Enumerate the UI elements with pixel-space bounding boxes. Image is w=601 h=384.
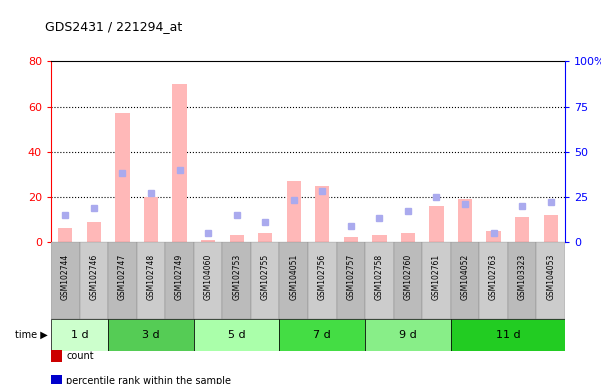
Bar <box>365 242 394 319</box>
Text: 11 d: 11 d <box>496 330 520 340</box>
Bar <box>401 233 415 242</box>
Bar <box>58 228 73 242</box>
Bar <box>508 242 536 319</box>
Bar <box>422 242 451 319</box>
Text: count: count <box>66 351 94 361</box>
Text: 7 d: 7 d <box>313 330 331 340</box>
Bar <box>87 222 101 242</box>
Text: GSM102758: GSM102758 <box>375 253 384 300</box>
Text: 5 d: 5 d <box>228 330 245 340</box>
Bar <box>279 242 308 319</box>
Bar <box>258 233 272 242</box>
Text: GSM102746: GSM102746 <box>90 253 99 300</box>
Bar <box>315 185 329 242</box>
Bar <box>51 242 79 319</box>
Bar <box>479 242 508 319</box>
Text: 1 d: 1 d <box>71 330 88 340</box>
Text: GSM104051: GSM104051 <box>289 253 298 300</box>
Bar <box>115 113 130 242</box>
Text: GSM102753: GSM102753 <box>232 253 241 300</box>
Text: 9 d: 9 d <box>399 330 417 340</box>
Bar <box>429 206 444 242</box>
Bar <box>108 319 194 351</box>
Bar <box>108 242 136 319</box>
Bar <box>308 242 337 319</box>
Bar <box>136 242 165 319</box>
Text: GSM102747: GSM102747 <box>118 253 127 300</box>
Bar <box>536 242 565 319</box>
Text: GSM104052: GSM104052 <box>460 253 469 300</box>
Text: GSM104060: GSM104060 <box>204 253 213 300</box>
Text: GSM102757: GSM102757 <box>346 253 355 300</box>
Bar <box>172 84 187 242</box>
Bar <box>458 199 472 242</box>
Bar <box>365 319 451 351</box>
Text: GSM102760: GSM102760 <box>403 253 412 300</box>
Bar <box>194 319 279 351</box>
Bar <box>230 235 244 242</box>
Text: time ▶: time ▶ <box>16 330 48 340</box>
Bar <box>344 237 358 242</box>
Bar <box>515 217 529 242</box>
Bar <box>194 242 222 319</box>
Text: percentile rank within the sample: percentile rank within the sample <box>66 376 231 384</box>
Bar <box>79 242 108 319</box>
Bar <box>451 242 479 319</box>
Text: GSM102748: GSM102748 <box>147 253 156 300</box>
Text: 3 d: 3 d <box>142 330 160 340</box>
Text: GSM102763: GSM102763 <box>489 253 498 300</box>
Text: GSM102761: GSM102761 <box>432 253 441 300</box>
Bar <box>222 242 251 319</box>
Text: GSM103323: GSM103323 <box>517 253 526 300</box>
Bar <box>543 215 558 242</box>
Bar <box>394 242 422 319</box>
Bar <box>287 181 301 242</box>
Text: GSM102756: GSM102756 <box>318 253 327 300</box>
Bar <box>144 197 158 242</box>
Bar <box>165 242 194 319</box>
Text: GSM102749: GSM102749 <box>175 253 184 300</box>
Bar <box>451 319 565 351</box>
Bar <box>51 319 108 351</box>
Text: GDS2431 / 221294_at: GDS2431 / 221294_at <box>45 20 182 33</box>
Bar <box>251 242 279 319</box>
Text: GSM102744: GSM102744 <box>61 253 70 300</box>
Text: GSM104053: GSM104053 <box>546 253 555 300</box>
Bar <box>486 231 501 242</box>
Text: GSM102755: GSM102755 <box>261 253 270 300</box>
Bar <box>372 235 386 242</box>
Bar <box>279 319 365 351</box>
Bar <box>337 242 365 319</box>
Bar <box>201 240 215 242</box>
